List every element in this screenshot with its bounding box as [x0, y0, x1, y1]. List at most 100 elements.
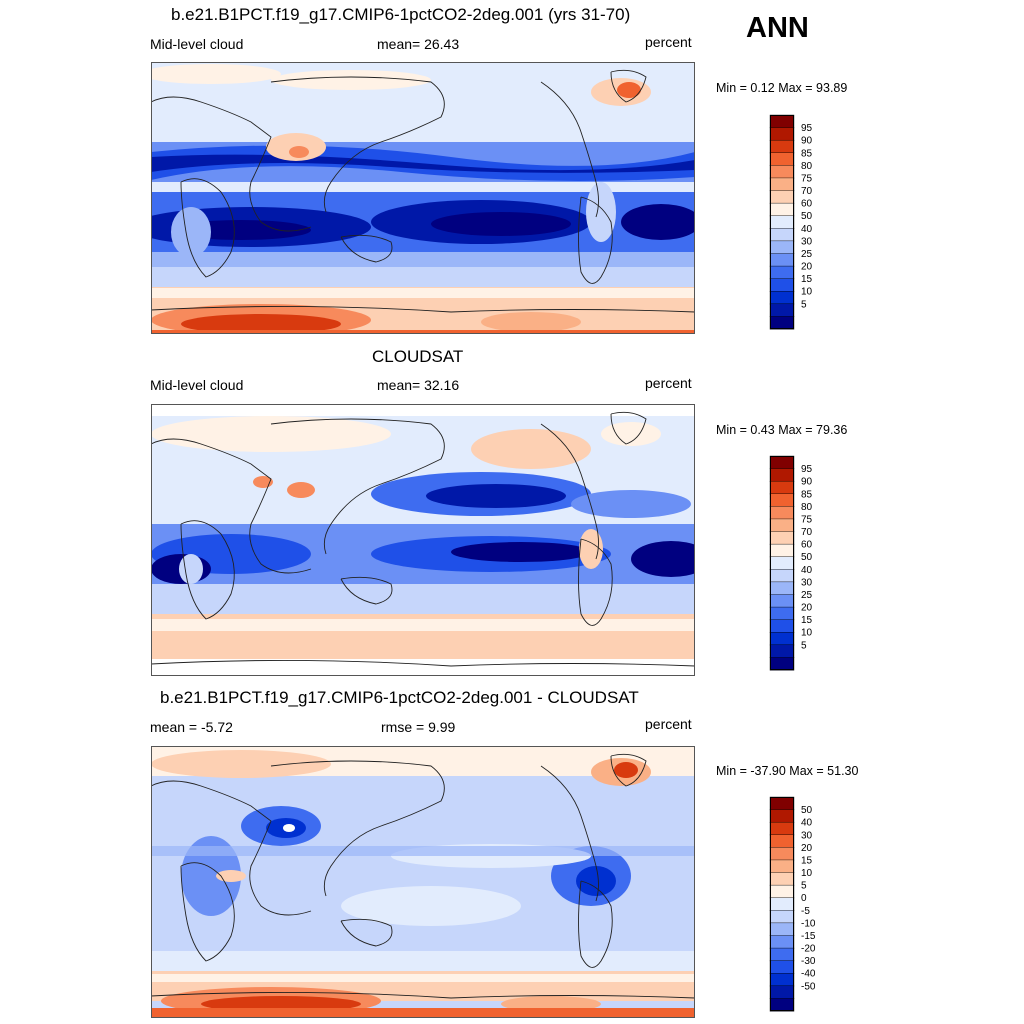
colorbar-tick-label: 5	[801, 640, 807, 651]
colorbar-tick-label: 40	[801, 565, 813, 576]
panel3-title: b.e21.B1PCT.f19_g17.CMIP6-1pctCO2-2deg.0…	[160, 688, 639, 707]
colorbar-swatch	[769, 657, 795, 671]
colorbar-tick-label: 95	[801, 464, 813, 475]
colorbar-swatch	[769, 531, 795, 545]
season-label: ANN	[746, 12, 809, 44]
colorbar-tick-label: 70	[801, 527, 813, 538]
colorbar-swatch	[769, 240, 795, 254]
panel2-colorbar: 95 90 85 80 75 70 60 50 40 30 25 20 15 10 5	[769, 455, 813, 671]
colorbar-swatch	[769, 506, 795, 520]
colorbar-swatch	[769, 569, 795, 583]
panel3-map	[151, 746, 695, 1018]
colorbar-swatch	[769, 202, 795, 217]
colorbar-swatch	[769, 796, 795, 811]
colorbar-tick-label: 90	[801, 136, 813, 147]
colorbar-tick-label: 70	[801, 186, 813, 197]
colorbar-swatch	[769, 960, 795, 974]
colorbar-swatch	[769, 228, 795, 242]
panel1-title: b.e21.B1PCT.f19_g17.CMIP6-1pctCO2-2deg.0…	[171, 5, 631, 24]
colorbar-swatch	[769, 480, 795, 495]
panel2-title: CLOUDSAT	[372, 347, 464, 366]
colorbar-tick-label: 30	[801, 577, 813, 588]
colorbar-tick-label: -50	[801, 981, 816, 992]
colorbar-swatch	[769, 619, 795, 633]
colorbar-tick-label: 5	[801, 881, 807, 892]
colorbar-tick-label: -40	[801, 969, 816, 980]
colorbar-swatch	[769, 152, 795, 166]
colorbar-swatch	[769, 606, 795, 621]
colorbar-swatch	[769, 847, 795, 861]
colorbar-tick-label: 20	[801, 262, 813, 273]
panel1-map	[151, 62, 695, 334]
panel3-rmse-label: rmse = 9.99	[381, 719, 456, 735]
colorbar-swatch	[769, 859, 795, 874]
colorbar-tick-label: 30	[801, 830, 813, 841]
colorbar-tick-label: 15	[801, 855, 813, 866]
panel3-mean-label: mean = -5.72	[150, 719, 233, 735]
colorbar-swatch	[769, 872, 795, 886]
colorbar-swatch	[769, 127, 795, 141]
colorbar-tick-label: 50	[801, 552, 813, 563]
colorbar-swatch	[769, 493, 795, 507]
colorbar-tick-label: -30	[801, 956, 816, 967]
colorbar-tick-label: -15	[801, 931, 816, 942]
colorbar-swatch	[769, 581, 795, 595]
colorbar-swatch	[769, 303, 795, 317]
colorbar-tick-label: 30	[801, 236, 813, 247]
panel1-minmax: Min = 0.12 Max = 93.89	[716, 81, 848, 95]
colorbar-tick-label: 10	[801, 628, 813, 639]
colorbar-swatch	[769, 518, 795, 533]
panel3-minmax: Min = -37.90 Max = 51.30	[716, 764, 859, 778]
colorbar-tick-label: 95	[801, 123, 813, 134]
panel3-colorbar: 50 40 30 20 15 10 5 0 -5 -10 -15 -20 -30 -40 -50	[769, 796, 816, 1012]
panel1-colorbar: 95 90 85 80 75 70 60 50 40 30 25 20 15 10 5	[769, 114, 813, 330]
colorbar-swatch	[769, 834, 795, 848]
colorbar-tick-label: 80	[801, 502, 813, 513]
colorbar-swatch	[769, 947, 795, 962]
colorbar-tick-label: 90	[801, 477, 813, 488]
colorbar-tick-label: 85	[801, 148, 813, 159]
panel2-variable-label: Mid-level cloud	[150, 377, 244, 393]
colorbar-tick-label: 75	[801, 514, 813, 525]
colorbar-tick-label: 25	[801, 590, 813, 601]
colorbar-swatch	[769, 910, 795, 924]
colorbar-tick-label: 15	[801, 615, 813, 626]
colorbar-swatch	[769, 139, 795, 154]
colorbar-swatch	[769, 897, 795, 911]
colorbar-swatch	[769, 543, 795, 558]
panel1-units-label: percent	[645, 34, 692, 50]
colorbar-tick-label: -20	[801, 944, 816, 955]
panel2-units-label: percent	[645, 375, 692, 391]
colorbar-tick-label: 25	[801, 249, 813, 260]
colorbar-swatch	[769, 809, 795, 823]
colorbar-swatch	[769, 468, 795, 482]
colorbar-swatch	[769, 165, 795, 179]
colorbar-swatch	[769, 644, 795, 658]
colorbar-tick-label: 85	[801, 489, 813, 500]
colorbar-swatch	[769, 821, 795, 836]
colorbar-swatch	[769, 278, 795, 292]
colorbar-tick-label: 10	[801, 287, 813, 298]
colorbar-tick-label: 50	[801, 211, 813, 222]
colorbar-swatch	[769, 316, 795, 330]
colorbar-swatch	[769, 291, 795, 305]
colorbar-swatch	[769, 985, 795, 999]
panel2-map	[151, 404, 695, 676]
colorbar-swatch	[769, 114, 795, 129]
colorbar-tick-label: 40	[801, 818, 813, 829]
colorbar-swatch	[769, 455, 795, 470]
colorbar-tick-label: 80	[801, 161, 813, 172]
colorbar-swatch	[769, 935, 795, 949]
colorbar-tick-label: 40	[801, 224, 813, 235]
colorbar-tick-label: 20	[801, 843, 813, 854]
colorbar-tick-label: 5	[801, 299, 807, 310]
colorbar-swatch	[769, 998, 795, 1012]
colorbar-swatch	[769, 265, 795, 280]
colorbar-swatch	[769, 177, 795, 192]
colorbar-tick-label: 20	[801, 603, 813, 614]
colorbar-tick-label: 0	[801, 893, 807, 904]
colorbar-tick-label: 10	[801, 868, 813, 879]
panel1-mean-label: mean= 26.43	[377, 36, 460, 52]
panel2-mean-label: mean= 32.16	[377, 377, 460, 393]
colorbar-swatch	[769, 922, 795, 936]
